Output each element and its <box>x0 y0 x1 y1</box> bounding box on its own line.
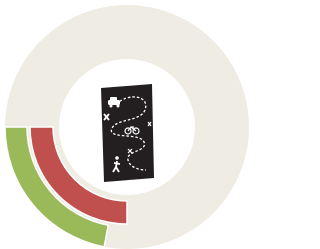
chart <box>0 0 249 249</box>
map-icon <box>101 84 154 182</box>
center-icon <box>101 84 154 182</box>
